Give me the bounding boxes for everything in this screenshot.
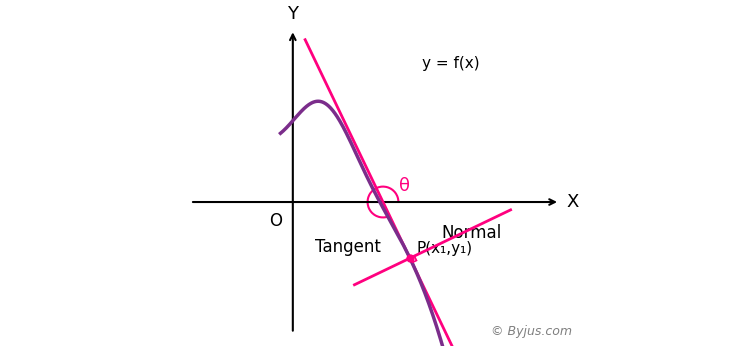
Text: Y: Y xyxy=(287,5,298,23)
Text: Tangent: Tangent xyxy=(315,238,381,256)
Text: X: X xyxy=(566,193,578,211)
Text: y = f(x): y = f(x) xyxy=(422,56,480,71)
Text: θ: θ xyxy=(398,177,410,195)
Text: Normal: Normal xyxy=(442,224,502,242)
Text: © Byjus.com: © Byjus.com xyxy=(491,324,572,338)
Text: O: O xyxy=(269,212,283,230)
Text: P(x₁,y₁): P(x₁,y₁) xyxy=(416,241,472,256)
